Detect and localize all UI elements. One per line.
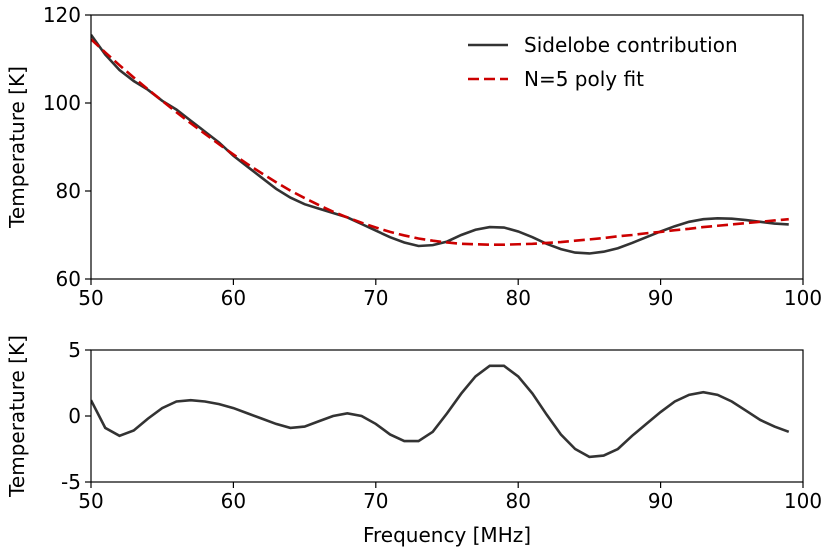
y-axis-label: Temperature [K] bbox=[5, 335, 29, 498]
line-series bbox=[91, 34, 789, 255]
x-tick-label: 100 bbox=[784, 286, 822, 310]
x-tick-label: 60 bbox=[221, 489, 246, 513]
line-series bbox=[91, 364, 790, 459]
y-tick-label: 120 bbox=[43, 3, 81, 27]
x-tick-label: 100 bbox=[784, 489, 822, 513]
x-tick-label: 70 bbox=[363, 286, 388, 310]
y-axis-label: Temperature [K] bbox=[5, 66, 29, 229]
x-axis-label: Frequency [MHz] bbox=[363, 523, 531, 547]
legend-label: N=5 poly fit bbox=[524, 67, 644, 91]
y-tick-label: -5 bbox=[61, 470, 81, 494]
y-tick-label: 80 bbox=[56, 179, 81, 203]
x-tick-label: 50 bbox=[78, 286, 103, 310]
x-tick-label: 80 bbox=[505, 489, 530, 513]
legend-label: Sidelobe contribution bbox=[524, 33, 738, 57]
x-tick-label: 70 bbox=[363, 489, 388, 513]
y-tick-label: 5 bbox=[68, 338, 81, 362]
line-series bbox=[91, 38, 789, 246]
x-tick-label: 90 bbox=[648, 286, 673, 310]
x-tick-label: 60 bbox=[221, 286, 246, 310]
x-tick-label: 80 bbox=[505, 286, 530, 310]
axes-frame bbox=[90, 14, 804, 280]
x-tick-label: 50 bbox=[78, 489, 103, 513]
y-tick-label: 60 bbox=[56, 267, 81, 291]
x-tick-label: 90 bbox=[648, 489, 673, 513]
axes-frame bbox=[90, 349, 804, 483]
y-tick-label: 0 bbox=[68, 404, 81, 428]
y-tick-label: 100 bbox=[43, 91, 81, 115]
